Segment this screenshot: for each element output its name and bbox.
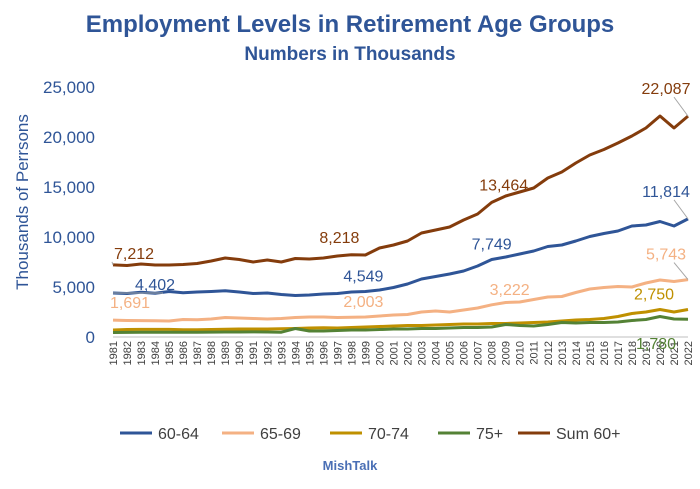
x-tick-label: 2007 bbox=[473, 341, 485, 365]
x-tick-label: 2012 bbox=[543, 341, 555, 365]
y-tick-label: 25,000 bbox=[43, 78, 95, 97]
x-tick-label: 1983 bbox=[136, 341, 148, 365]
data-label: 1,691 bbox=[110, 295, 150, 312]
source-label: MishTalk bbox=[323, 458, 378, 473]
x-tick-label: 2015 bbox=[585, 341, 597, 365]
legend-item: 60-64 bbox=[158, 426, 199, 443]
chart-title: Employment Levels in Retirement Age Grou… bbox=[86, 11, 615, 38]
x-tick-label: 2006 bbox=[459, 341, 471, 365]
data-label: 2,003 bbox=[343, 294, 383, 311]
series-lines bbox=[112, 114, 689, 334]
y-axis-label: Thousands of Perrsons bbox=[13, 114, 32, 290]
chart-subtitle: Numbers in Thousands bbox=[244, 44, 455, 65]
x-tick-label: 2008 bbox=[487, 341, 499, 365]
data-label: 2,750 bbox=[634, 287, 674, 304]
x-tick-label: 1993 bbox=[276, 341, 288, 365]
data-label-leader bbox=[673, 262, 689, 280]
data-label: 13,464 bbox=[479, 177, 528, 194]
data-label: 5,743 bbox=[646, 247, 686, 264]
x-tick-label: 2005 bbox=[445, 341, 457, 365]
x-tick-label: 1999 bbox=[360, 341, 372, 365]
data-label: 8,218 bbox=[319, 230, 359, 247]
x-tick-label: 2018 bbox=[627, 341, 639, 365]
x-tick-label: 1982 bbox=[122, 341, 134, 365]
data-label: 4,402 bbox=[135, 277, 175, 294]
x-tick-label: 2009 bbox=[501, 341, 513, 365]
x-tick-label: 1990 bbox=[234, 341, 246, 365]
x-tick-label: 1989 bbox=[220, 341, 232, 365]
legend-item: 65-69 bbox=[260, 426, 301, 443]
legend: 60-64 65-69 70-74 75+ Sum 60+ bbox=[120, 426, 620, 443]
series-line-65-69 bbox=[112, 278, 689, 323]
data-label-leader bbox=[111, 261, 114, 266]
data-labels: 7,212 8,218 13,464 22,087 4,402 4,549 7,749 11,… bbox=[110, 81, 691, 353]
x-tick-label: 2017 bbox=[613, 341, 625, 365]
data-label: 1,780 bbox=[636, 336, 676, 353]
data-label: 11,814 bbox=[642, 184, 690, 201]
x-tick-label: 1988 bbox=[206, 341, 218, 365]
x-tick-label: 1986 bbox=[178, 341, 190, 365]
data-label: 22,087 bbox=[642, 81, 691, 98]
legend-item: 75+ bbox=[476, 426, 503, 443]
x-tick-label: 1991 bbox=[248, 341, 260, 365]
data-label-leader bbox=[673, 96, 689, 117]
x-tick-label: 1987 bbox=[192, 341, 204, 365]
data-label: 7,749 bbox=[472, 237, 512, 254]
series-line-70-74 bbox=[112, 308, 689, 332]
x-tick-label: 2001 bbox=[388, 341, 400, 365]
x-tick-label: 1985 bbox=[164, 341, 176, 365]
series-line-sum-60- bbox=[112, 114, 689, 267]
x-tick-label: 1995 bbox=[304, 341, 316, 365]
x-tick-label: 2004 bbox=[431, 341, 443, 365]
x-tick-label: 1984 bbox=[150, 341, 162, 365]
x-tick-label: 2002 bbox=[403, 341, 415, 365]
x-tick-label: 2021 bbox=[669, 341, 681, 365]
legend-item: Sum 60+ bbox=[556, 426, 620, 443]
y-tick-label: 20,000 bbox=[43, 128, 95, 147]
series-line-75- bbox=[112, 315, 689, 334]
x-tick-label: 2019 bbox=[641, 341, 653, 365]
x-tick-label: 1992 bbox=[262, 341, 274, 365]
x-tick-label: 2016 bbox=[599, 341, 611, 365]
x-tick-label: 2000 bbox=[374, 341, 386, 365]
data-label: 3,222 bbox=[490, 282, 530, 299]
y-tick-label: 0 bbox=[86, 328, 95, 347]
x-tick-label: 2003 bbox=[417, 341, 429, 365]
data-label: 4,549 bbox=[343, 269, 383, 286]
x-tick-label: 1996 bbox=[318, 341, 330, 365]
legend-item: 70-74 bbox=[368, 426, 409, 443]
x-tick-label: 1994 bbox=[290, 341, 302, 365]
y-tick-label: 10,000 bbox=[43, 228, 95, 247]
x-tick-label: 2020 bbox=[655, 341, 667, 365]
x-tick-label: 2014 bbox=[571, 341, 583, 365]
data-label: 7,212 bbox=[114, 246, 154, 263]
x-tick-label: 2022 bbox=[683, 341, 695, 365]
y-tick-label: 15,000 bbox=[43, 178, 95, 197]
x-tick-label: 2010 bbox=[515, 341, 527, 365]
x-tick-label: 1998 bbox=[346, 341, 358, 365]
series-line-60-64 bbox=[112, 217, 689, 297]
x-tick-label: 2011 bbox=[529, 341, 541, 365]
data-label-leader bbox=[673, 199, 689, 220]
x-tick-label: 2013 bbox=[557, 341, 569, 365]
y-tick-label: 5,000 bbox=[52, 278, 95, 297]
x-tick-label: 1981 bbox=[108, 341, 120, 365]
x-tick-label: 1997 bbox=[332, 341, 344, 365]
